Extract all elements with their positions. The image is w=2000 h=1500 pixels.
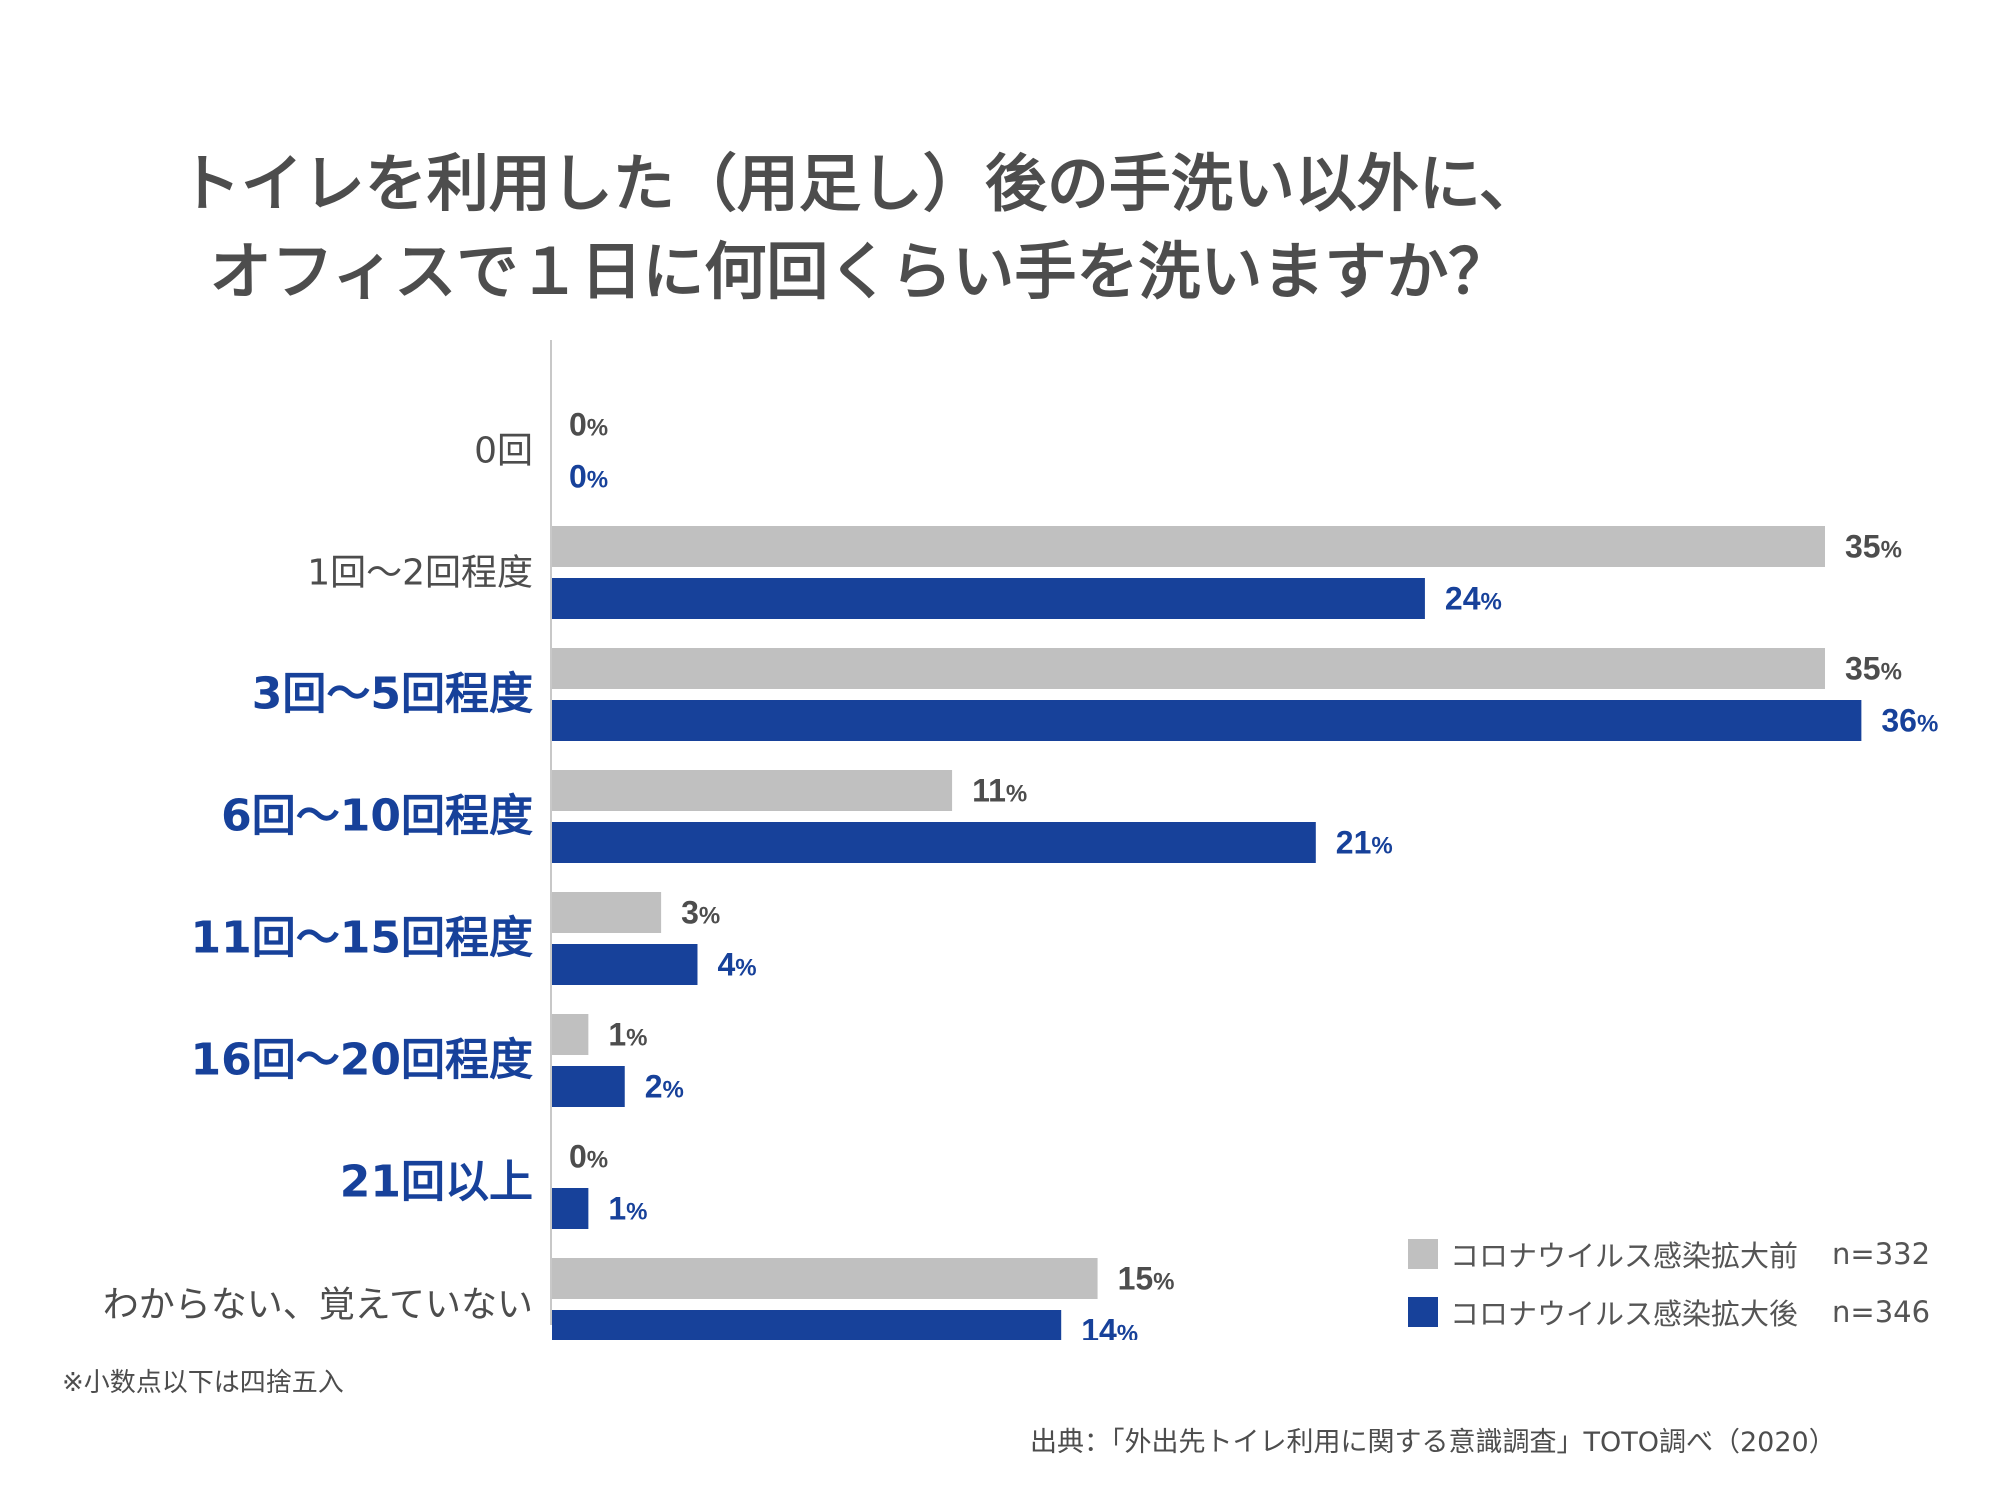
bar-chart: 0回 0% 0% 1回～2回程度 35% 24% 3回～5回程度 35% 36% 6回～10回程度… (103, 340, 1938, 1341)
value-label-before-6: 0% (569, 1139, 608, 1175)
bar-before-5 (552, 1014, 589, 1055)
value-label-after-4: 4% (717, 947, 756, 983)
bar-after-4 (552, 944, 698, 985)
category-label-2: 3回～5回程度 (252, 669, 533, 720)
category-label-1: 1回～2回程度 (307, 553, 533, 594)
value-label-after-5: 2% (645, 1069, 684, 1105)
bar-before-1 (552, 526, 1825, 567)
source-note: 出典：「外出先トイレ利用に関する意識調査」TOTO調べ（2020） (1030, 1427, 1836, 1458)
bar-after-5 (552, 1066, 625, 1107)
value-label-after-2: 36% (1881, 703, 1938, 739)
category-label-0: 0回 (474, 431, 533, 472)
value-label-before-3: 11% (972, 773, 1027, 809)
category-label-7: わからない、覚えていない (103, 1285, 533, 1326)
bar-before-4 (552, 892, 662, 933)
bar-after-7 (552, 1310, 1062, 1340)
legend: コロナウイルス感染拡大前 n=332 コロナウイルス感染拡大後 n=346 (1408, 1225, 1930, 1341)
legend-swatch-after (1408, 1297, 1438, 1327)
value-label-after-7: 14% (1081, 1313, 1138, 1341)
value-label-before-2: 35% (1845, 651, 1902, 687)
bar-before-2 (552, 648, 1825, 689)
value-label-before-5: 1% (608, 1017, 647, 1053)
rounding-note: ※小数点以下は四捨五入 (62, 1368, 344, 1398)
chart-title: トイレを利用した（用足し）後の手洗い以外に、 オフィスで１日に何回くらい手を洗い… (0, 140, 1720, 316)
legend-n-before: n=332 (1832, 1237, 1931, 1271)
bar-after-6 (552, 1188, 589, 1229)
category-label-4: 11回～15回程度 (191, 913, 533, 964)
bar-after-2 (552, 700, 1862, 741)
category-label-6: 21回以上 (340, 1157, 533, 1208)
value-label-before-4: 3% (681, 895, 720, 931)
value-label-before-0: 0% (569, 407, 608, 443)
value-label-after-1: 24% (1445, 581, 1502, 617)
category-label-3: 6回～10回程度 (221, 791, 533, 842)
value-label-before-1: 35% (1845, 529, 1902, 565)
category-label-5: 16回～20回程度 (191, 1035, 533, 1086)
legend-item-after: コロナウイルス感染拡大後 n=346 (1408, 1283, 1930, 1341)
chart-title-line-1: トイレを利用した（用足し）後の手洗い以外に、 (178, 147, 1542, 220)
legend-item-before: コロナウイルス感染拡大前 n=332 (1408, 1225, 1930, 1283)
chart-title-line-2: オフィスで１日に何回くらい手を洗いますか？ (209, 235, 1511, 308)
value-label-after-3: 21% (1336, 825, 1393, 861)
bar-after-3 (552, 822, 1316, 863)
legend-n-after: n=346 (1832, 1295, 1931, 1329)
legend-label-after: コロナウイルス感染拡大後 (1450, 1297, 1799, 1331)
bar-before-7 (552, 1258, 1098, 1299)
legend-swatch-before (1408, 1239, 1438, 1269)
bar-before-3 (552, 770, 953, 811)
value-label-after-0: 0% (569, 459, 608, 495)
value-label-before-7: 15% (1118, 1261, 1175, 1297)
value-label-after-6: 1% (608, 1191, 647, 1227)
bar-after-1 (552, 578, 1425, 619)
legend-label-before: コロナウイルス感染拡大前 (1450, 1239, 1799, 1273)
